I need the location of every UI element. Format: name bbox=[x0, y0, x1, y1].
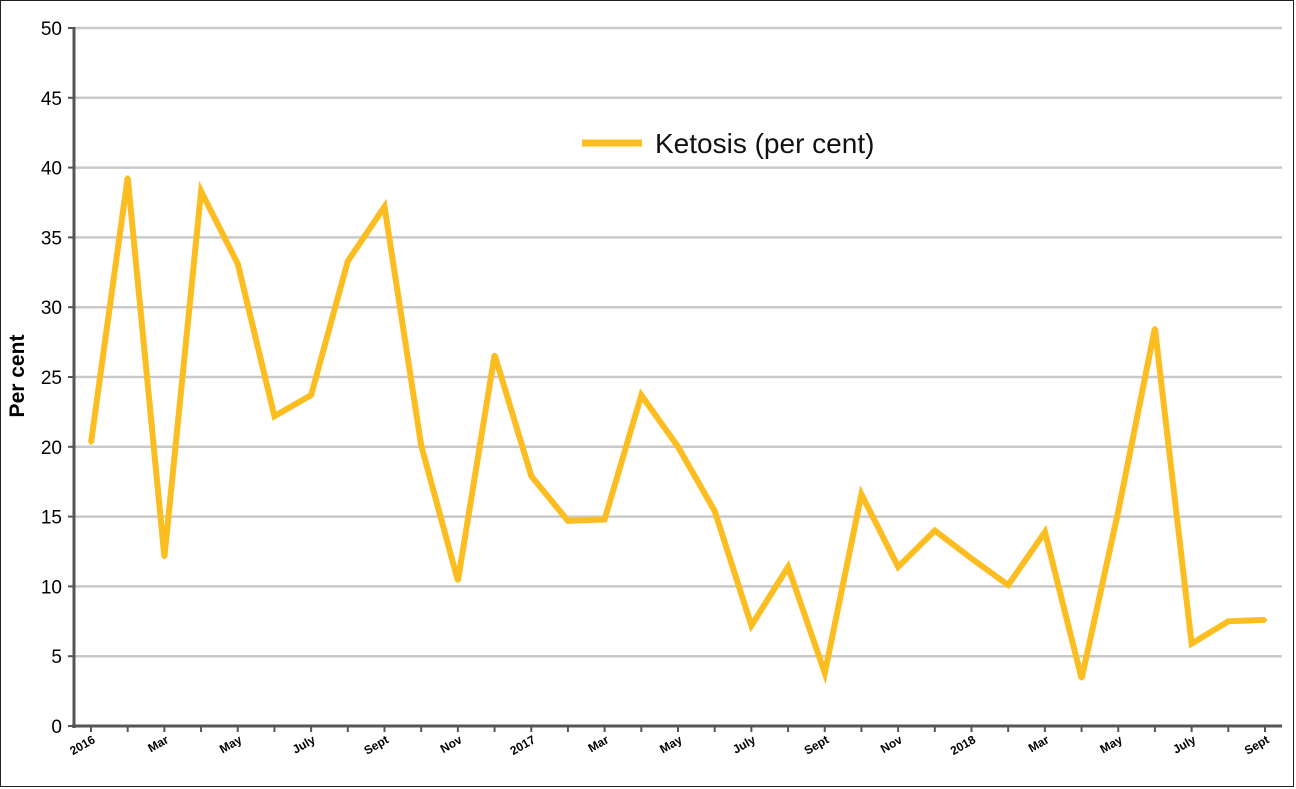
x-tick-label: 2018 bbox=[948, 732, 978, 758]
data-point bbox=[1006, 583, 1011, 587]
x-tick-label: Sept bbox=[361, 732, 391, 757]
legend-label: Ketosis (per cent) bbox=[655, 128, 874, 159]
x-tick-label: July bbox=[290, 732, 318, 756]
data-point bbox=[162, 555, 167, 560]
data-point bbox=[1042, 530, 1047, 534]
x-tick-label: Mar bbox=[586, 732, 612, 755]
data-point bbox=[345, 259, 350, 264]
gridlines bbox=[74, 26, 1282, 658]
data-point bbox=[382, 204, 387, 209]
data-point bbox=[1189, 641, 1194, 646]
data-point bbox=[749, 623, 754, 628]
y-tick-label: 10 bbox=[41, 577, 62, 598]
data-point bbox=[712, 509, 717, 513]
data-point bbox=[529, 474, 534, 479]
data-point bbox=[859, 492, 864, 497]
y-axis-title: Per cent bbox=[6, 335, 29, 418]
y-tick-label: 5 bbox=[51, 647, 62, 668]
x-tick-label: July bbox=[730, 732, 758, 756]
data-point bbox=[602, 517, 607, 522]
x-tick-label: Sept bbox=[802, 732, 832, 757]
data-point bbox=[125, 175, 130, 180]
data-point bbox=[419, 443, 424, 448]
y-axis-ticks: 0 5 10 15 20 25 30 35 40 45 50 bbox=[41, 19, 74, 738]
x-tick-label: Mar bbox=[1026, 732, 1052, 755]
x-axis-ticks: 2016 Mar May July Sept Nov 2017 Mar May July Sept N… bbox=[67, 726, 1272, 758]
data-point bbox=[272, 414, 277, 419]
data-point bbox=[932, 528, 937, 533]
x-tick-label: July bbox=[1170, 732, 1198, 756]
data-point bbox=[1116, 509, 1121, 513]
series-layer bbox=[88, 175, 1267, 685]
x-tick-label: May bbox=[657, 732, 684, 756]
y-tick-label: 35 bbox=[41, 228, 62, 249]
data-point bbox=[492, 352, 497, 357]
x-tick-label: Mar bbox=[145, 732, 171, 755]
x-tick-label: May bbox=[217, 732, 244, 756]
data-point bbox=[786, 564, 791, 569]
y-tick-label: 50 bbox=[41, 19, 62, 40]
legend: Ketosis (per cent) bbox=[582, 128, 874, 159]
x-tick-label: Sept bbox=[1242, 732, 1272, 757]
x-tick-label: Nov bbox=[878, 732, 905, 756]
y-tick-label: 45 bbox=[41, 89, 62, 110]
data-point bbox=[89, 440, 93, 445]
x-tick-label: Nov bbox=[438, 732, 465, 756]
data-point bbox=[1226, 619, 1231, 624]
y-tick-label: 20 bbox=[41, 438, 62, 459]
data-point bbox=[199, 189, 204, 194]
y-tick-label: 25 bbox=[41, 368, 62, 389]
data-point bbox=[969, 556, 974, 561]
data-point bbox=[822, 671, 827, 675]
data-point bbox=[639, 393, 644, 398]
x-tick-label: 2017 bbox=[508, 732, 538, 758]
data-point bbox=[1152, 326, 1157, 331]
data-point bbox=[235, 261, 240, 266]
data-point bbox=[455, 578, 460, 583]
y-tick-label: 0 bbox=[51, 717, 62, 738]
y-tick-label: 15 bbox=[41, 508, 62, 529]
data-point bbox=[896, 564, 901, 569]
data-point bbox=[565, 518, 570, 523]
data-point bbox=[676, 444, 680, 449]
x-tick-label: May bbox=[1098, 732, 1125, 756]
y-tick-label: 40 bbox=[41, 159, 62, 180]
y-tick-label: 30 bbox=[41, 298, 62, 319]
x-tick-label: 2016 bbox=[67, 732, 97, 758]
data-point bbox=[1079, 676, 1084, 681]
series-line-ketosis bbox=[88, 176, 1266, 685]
data-point bbox=[309, 393, 314, 398]
data-point bbox=[1263, 617, 1267, 622]
